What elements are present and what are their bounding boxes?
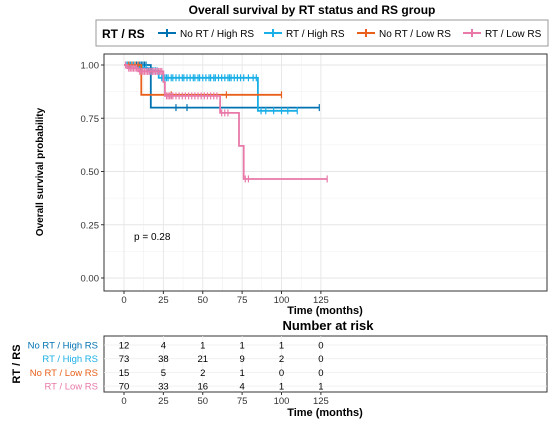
plot-panel [103,53,548,292]
survival-curve-rt-low-rs [124,64,328,180]
legend-item-no-rt-low-rs[interactable]: No RT / Low RS [357,29,451,40]
risk-x-tick-label: 50 [197,396,208,407]
legend-label-no-rt-high-rs: No RT / High RS [180,29,254,40]
x-tick-label: 75 [237,295,248,306]
risk-table-x-label: Time (months) [287,407,363,419]
risk-x-tick-label: 100 [274,396,290,407]
risk-cell: 1 [318,382,323,393]
y-tick-label: 0.25 [81,220,100,231]
series-rt-low-rs [124,61,328,183]
risk-cell: 0 [318,354,323,365]
risk-x-tick-label: 75 [237,396,248,407]
risk-cell: 1 [279,341,284,352]
x-tick-label: 100 [274,295,290,306]
risk-cell: 4 [239,382,244,393]
survival-curve-no-rt-low-rs [124,64,282,96]
risk-x-tick-label: 125 [313,396,329,407]
risk-cell: 12 [119,341,130,352]
legend-item-rt-high-rs[interactable]: RT / High RS [264,29,345,40]
legend: RT / RS No RT / High RS RT / High RS No … [95,19,549,47]
y-tick-label: 1.00 [81,61,100,72]
y-axis-ticks: 0.00 0.25 0.50 0.75 1.00 [81,61,104,285]
legend-title: RT / RS [102,27,145,41]
x-axis-label: Time (months) [287,305,363,317]
p-value-annotation: p = 0.28 [134,232,171,243]
risk-row-label-rt-low-rs: RT / Low RS [44,382,98,393]
x-tick-label: 50 [197,295,208,306]
risk-x-tick-label: 25 [158,396,169,407]
risk-table-grid [104,336,547,392]
plot-panel-border [103,53,548,292]
risk-table-values: 12 4 1 1 1 073 38 21 9 2 015 5 2 1 0 070 33 16 4 1 1 [119,341,324,393]
x-tick-label: 125 [313,295,329,306]
risk-table-row-labels: No RT / High RS RT / High RS No RT / Low R… [28,341,98,393]
risk-cell: 1 [239,368,244,379]
risk-x-tick-label: 0 [121,396,126,407]
legend-item-rt-low-rs[interactable]: RT / Low RS [463,29,542,40]
x-tick-label: 25 [158,295,169,306]
risk-cell: 2 [200,368,205,379]
risk-cell: 9 [239,354,244,365]
risk-cell: 21 [197,354,208,365]
survival-curves [124,61,328,183]
risk-cell: 4 [161,341,166,352]
risk-cell: 73 [119,354,130,365]
legend-label-rt-high-rs: RT / High RS [286,29,345,40]
risk-row-label-no-rt-high-rs: No RT / High RS [28,341,98,352]
risk-cell: 33 [158,382,169,393]
risk-cell: 1 [239,341,244,352]
legend-item-no-rt-high-rs[interactable]: No RT / High RS [158,29,254,40]
risk-cell: 1 [200,341,205,352]
legend-label-rt-low-rs: RT / Low RS [485,29,542,40]
y-tick-label: 0.50 [81,167,100,178]
risk-table-title: Number at risk [282,318,374,333]
risk-cell: 0 [279,368,284,379]
risk-cell: 2 [279,354,284,365]
y-axis-label: Overall survival probability [35,107,46,236]
risk-table-panel [103,335,548,393]
risk-cell: 70 [119,382,130,393]
risk-cell: 5 [161,368,166,379]
risk-row-label-no-rt-low-rs: No RT / Low RS [30,368,98,379]
risk-cell: 0 [318,341,323,352]
risk-table-y-label: RT / RS [11,344,23,383]
risk-cell: 1 [279,382,284,393]
chart-title: Overall survival by RT status and RS gro… [189,3,436,17]
risk-cell: 16 [197,382,208,393]
risk-row-label-rt-high-rs: RT / High RS [42,354,98,365]
x-tick-label: 0 [121,295,126,306]
risk-cell: 15 [119,368,130,379]
legend-label-no-rt-low-rs: No RT / Low RS [379,29,451,40]
risk-cell: 0 [318,368,323,379]
y-tick-label: 0.75 [81,114,100,125]
grid-lines [104,54,547,291]
risk-table-x-ticks: 0 25 50 75 100 125 [121,392,329,407]
y-tick-label: 0.00 [81,274,100,285]
x-axis-ticks: 0 25 50 75 100 125 [121,291,329,306]
risk-cell: 38 [158,354,169,365]
